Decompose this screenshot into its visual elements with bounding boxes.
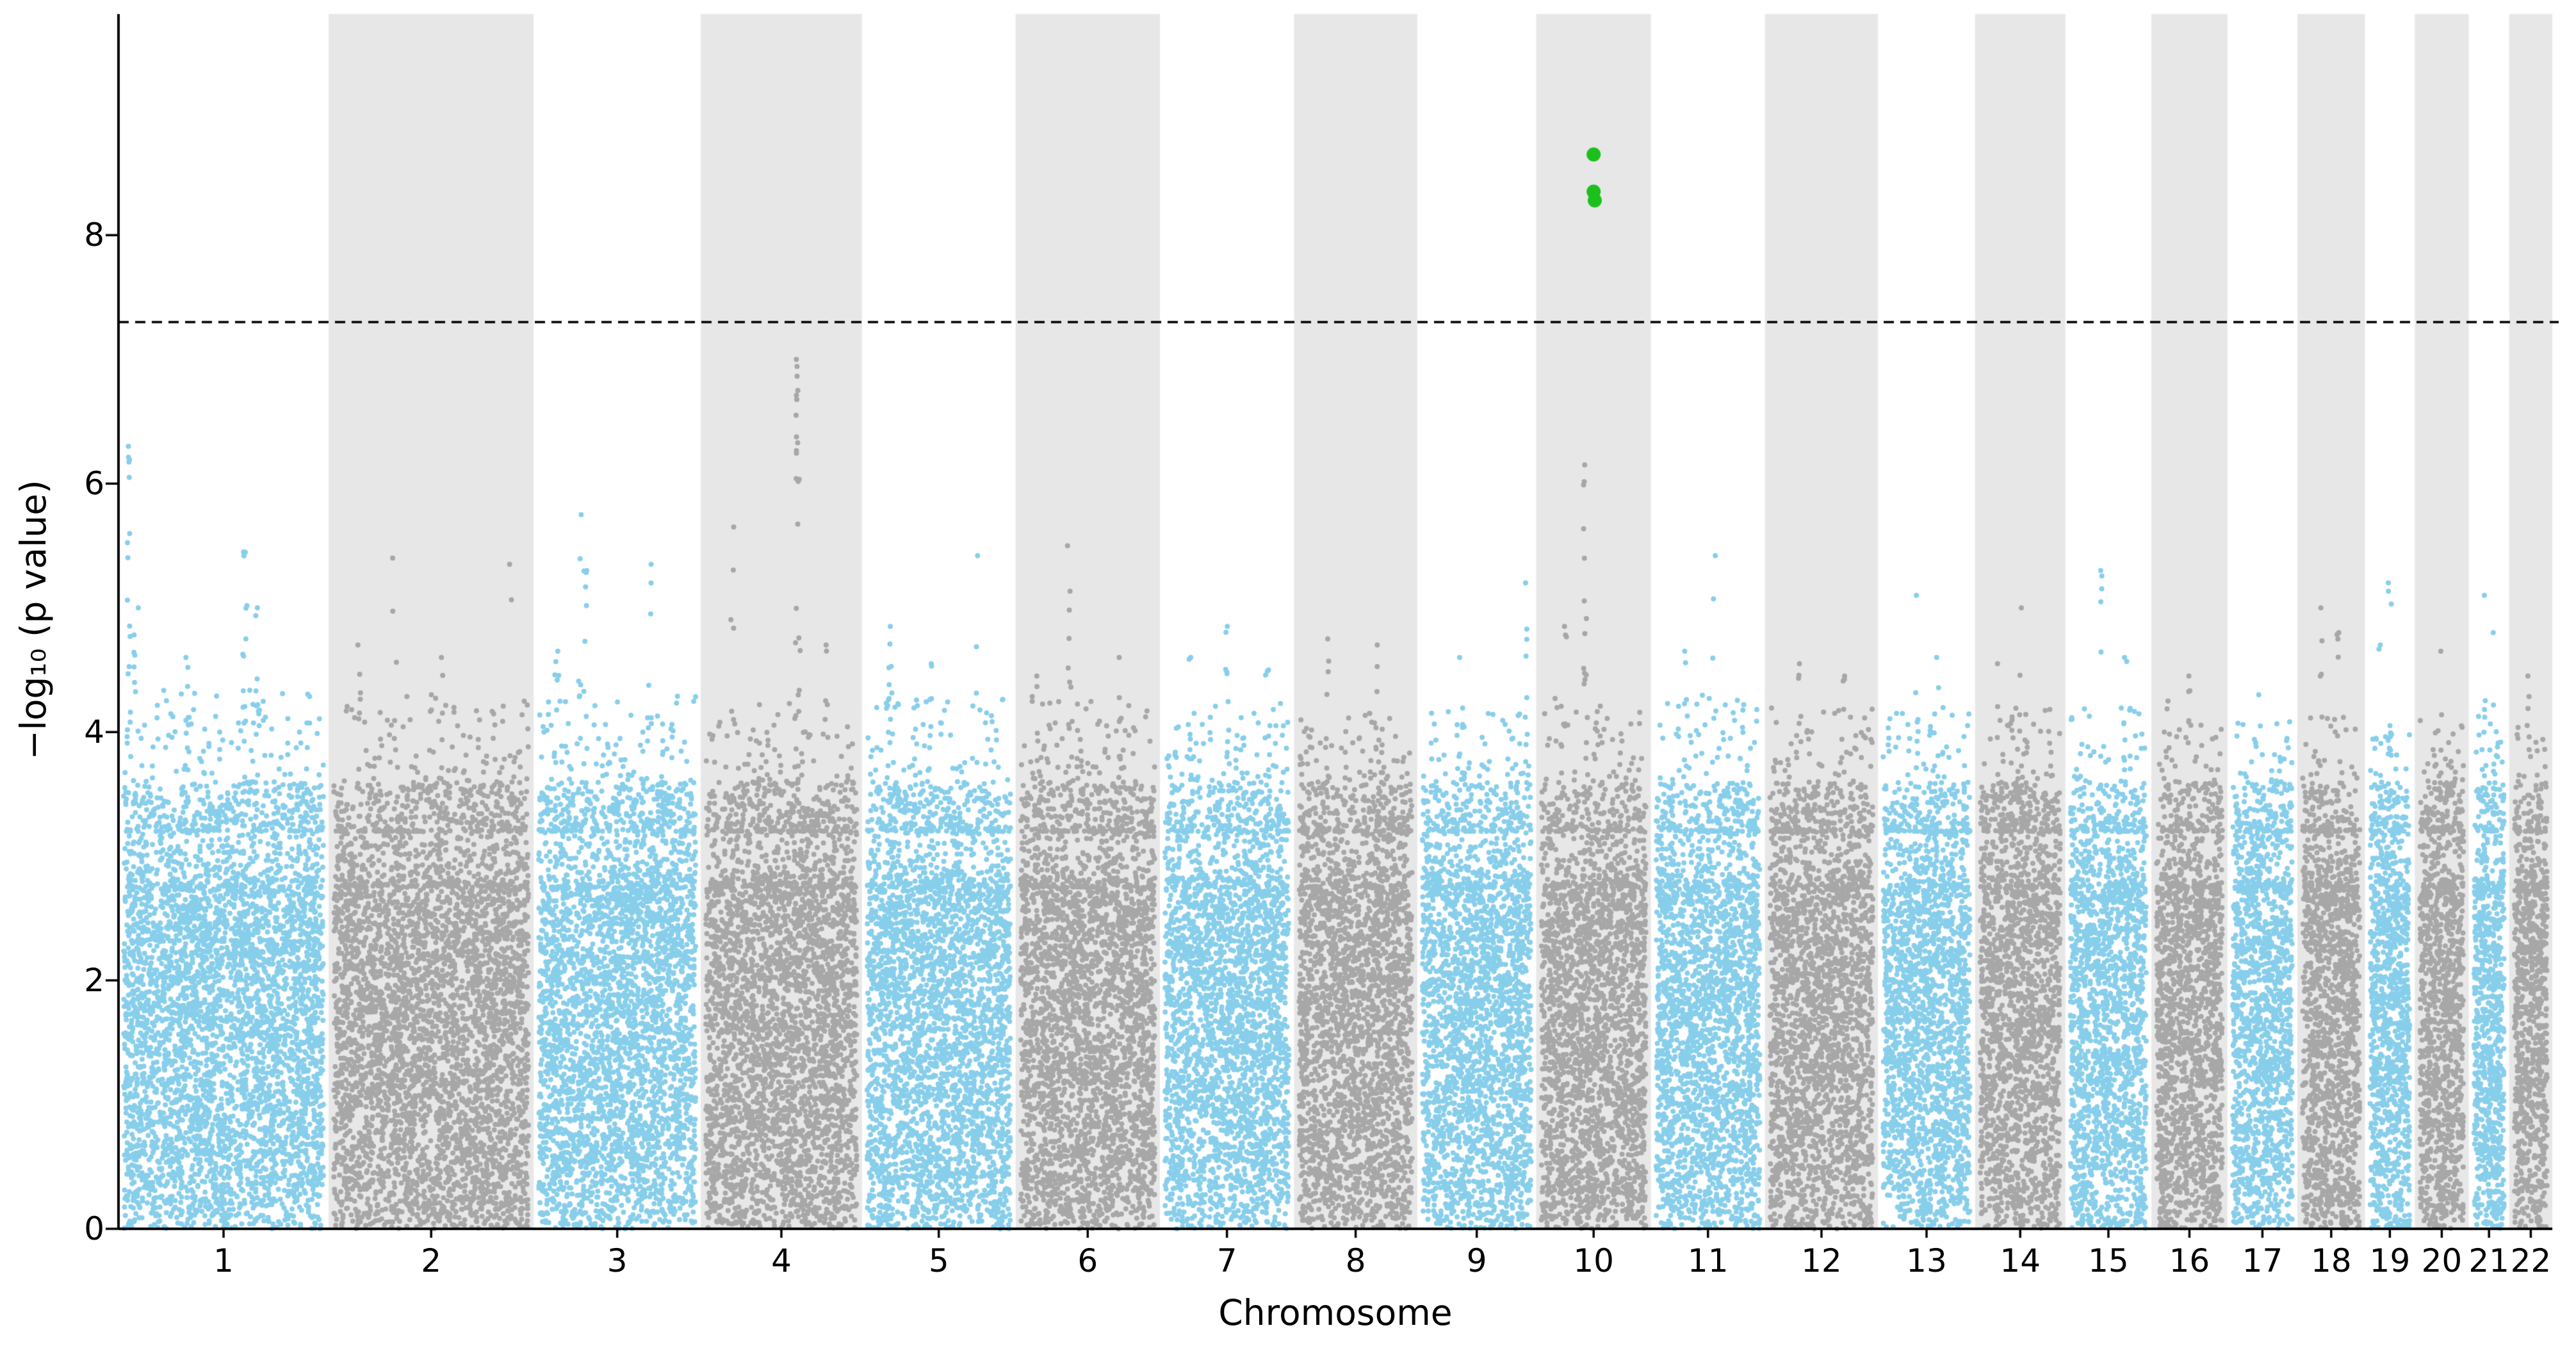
x-tick-label: 12 [1801,1242,1842,1279]
x-tick-label: 17 [2242,1242,2283,1279]
y-tick-label: 0 [84,1210,104,1247]
x-tick-label: 11 [1687,1242,1729,1279]
x-tick-label: 8 [1345,1242,1366,1279]
x-tick-label: 16 [2169,1242,2210,1279]
x-tick-label: 19 [2369,1242,2411,1279]
x-tick-label: 20 [2421,1242,2463,1279]
x-tick-label: 15 [2088,1242,2129,1279]
y-tick-label: 8 [84,216,104,254]
y-tick-label: 2 [84,962,104,1000]
x-tick-label: 10 [1573,1242,1614,1279]
x-tick-label: 4 [771,1242,792,1279]
x-tick-label: 9 [1466,1242,1487,1279]
x-tick-label: 1 [213,1242,234,1279]
x-tick-label: 22 [2510,1242,2552,1279]
x-tick-label: 13 [1906,1242,1947,1279]
x-tick-label: 6 [1077,1242,1098,1279]
x-tick-label: 21 [2468,1242,2509,1279]
x-axis-title: Chromosome [1218,1292,1453,1333]
y-tick-label: 6 [84,465,104,503]
y-tick-label: 4 [84,713,104,751]
x-tick-label: 7 [1216,1242,1237,1279]
x-tick-label: 18 [2310,1242,2352,1279]
x-tick-label: 14 [2000,1242,2041,1279]
x-tick-label: 3 [607,1242,628,1279]
x-tick-label: 2 [421,1242,442,1279]
x-tick-label: 5 [928,1242,949,1279]
